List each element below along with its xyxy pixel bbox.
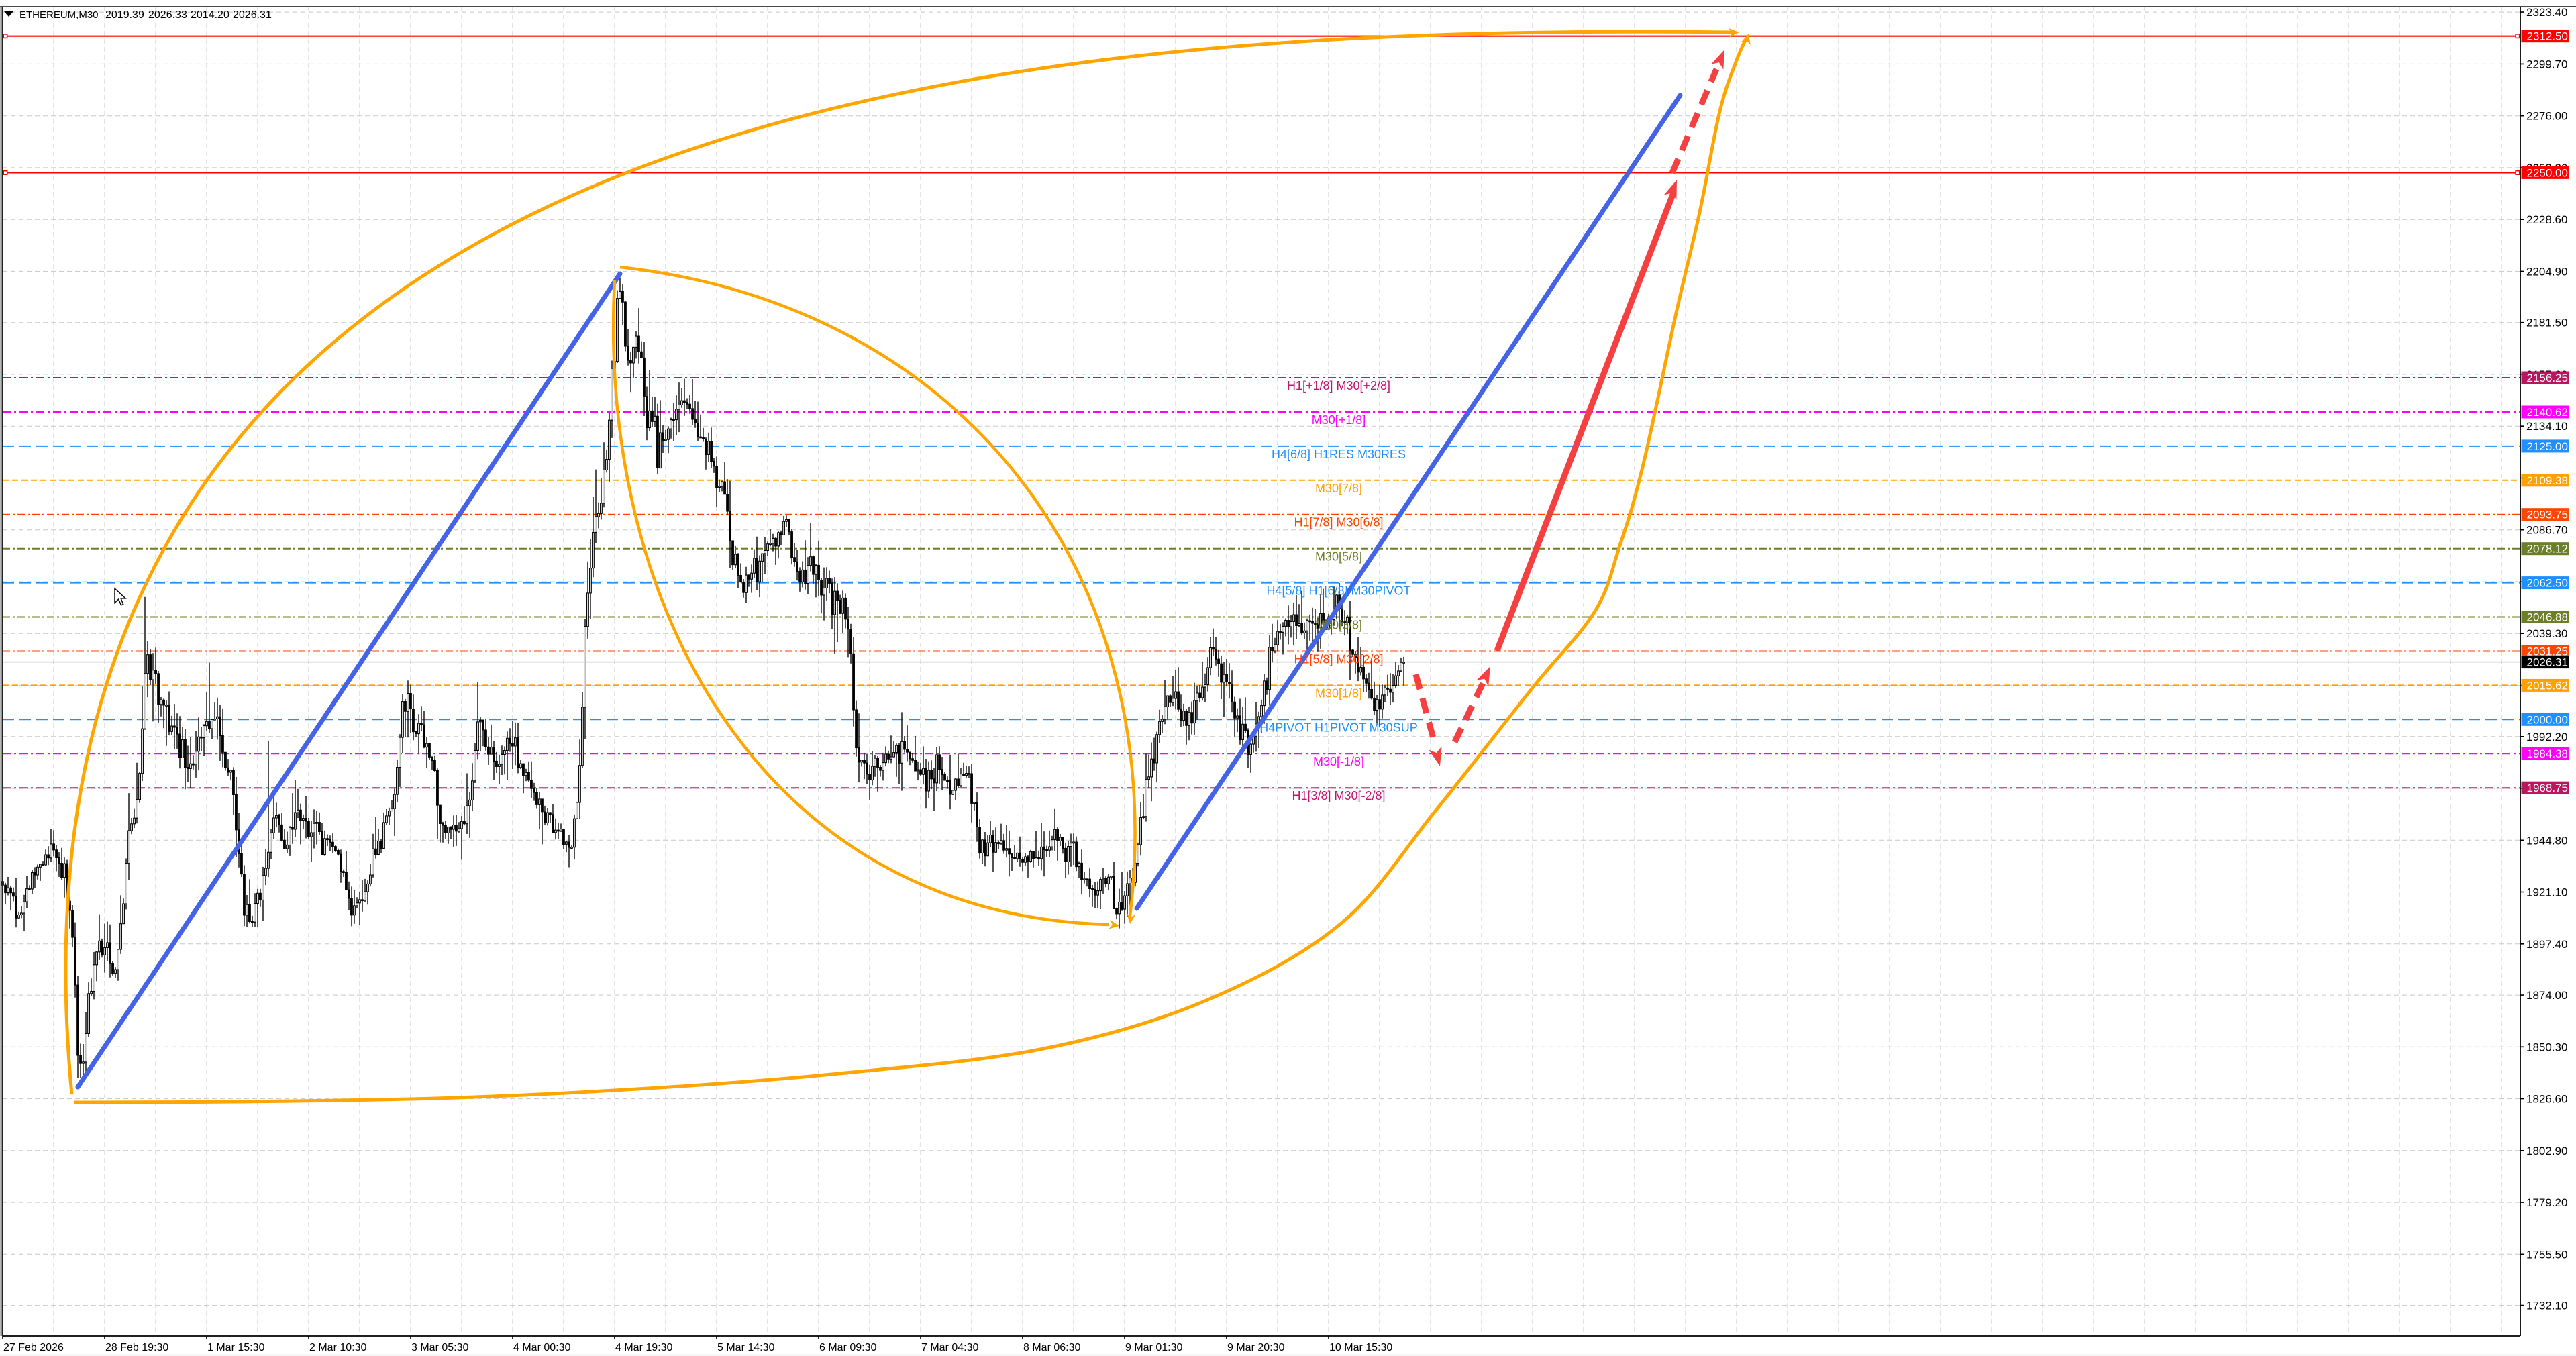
svg-text:1802.90: 1802.90 (2526, 1145, 2567, 1157)
svg-text:2134.10: 2134.10 (2526, 420, 2567, 433)
svg-text:1755.50: 1755.50 (2526, 1248, 2567, 1261)
svg-text:1921.10: 1921.10 (2526, 886, 2567, 899)
svg-text:7 Mar 04:30: 7 Mar 04:30 (921, 1342, 978, 1353)
svg-text:9 Mar 01:30: 9 Mar 01:30 (1125, 1342, 1182, 1353)
svg-text:2046.88: 2046.88 (2527, 611, 2568, 624)
svg-text:2312.50: 2312.50 (2527, 30, 2568, 43)
svg-text:2250.00: 2250.00 (2527, 166, 2568, 179)
svg-text:2031.25: 2031.25 (2527, 645, 2568, 658)
svg-text:2015.62: 2015.62 (2527, 679, 2568, 692)
svg-text:1968.75: 1968.75 (2527, 782, 2568, 794)
svg-text:2078.12: 2078.12 (2527, 543, 2568, 556)
svg-text:5 Mar 14:30: 5 Mar 14:30 (717, 1342, 774, 1353)
svg-text:M30[-1/8]: M30[-1/8] (1313, 755, 1364, 768)
svg-text:27 Feb 2026: 27 Feb 2026 (3, 1342, 64, 1353)
svg-text:6 Mar 09:30: 6 Mar 09:30 (819, 1342, 876, 1353)
svg-text:H1[7/8] M30[6/8]: H1[7/8] M30[6/8] (1294, 516, 1383, 529)
svg-text:4 Mar 00:30: 4 Mar 00:30 (513, 1342, 570, 1353)
svg-text:2140.62: 2140.62 (2527, 406, 2568, 419)
svg-text:28 Feb 19:30: 28 Feb 19:30 (105, 1342, 168, 1353)
svg-text:ETHEREUM,M30: ETHEREUM,M30 (19, 9, 99, 21)
svg-text:2026.31: 2026.31 (2527, 656, 2568, 669)
svg-text:1984.38: 1984.38 (2527, 747, 2568, 760)
svg-text:1992.20: 1992.20 (2526, 731, 2567, 743)
svg-text:2093.75: 2093.75 (2527, 509, 2568, 521)
svg-text:H1[+1/8] M30[+2/8]: H1[+1/8] M30[+2/8] (1287, 379, 1390, 393)
svg-text:2 Mar 10:30: 2 Mar 10:30 (309, 1342, 366, 1353)
svg-text:2000.00: 2000.00 (2527, 713, 2568, 726)
svg-text:M30[5/8]: M30[5/8] (1315, 550, 1362, 564)
svg-text:M30[3/8]: M30[3/8] (1315, 619, 1362, 632)
svg-text:2323.40: 2323.40 (2526, 6, 2567, 19)
svg-text:9 Mar 20:30: 9 Mar 20:30 (1227, 1342, 1284, 1353)
svg-text:H1[3/8] M30[-2/8]: H1[3/8] M30[-2/8] (1292, 789, 1385, 802)
svg-text:2204.90: 2204.90 (2526, 265, 2567, 278)
svg-text:2156.25: 2156.25 (2527, 372, 2568, 384)
svg-text:M30[7/8]: M30[7/8] (1315, 482, 1362, 495)
svg-text:2062.50: 2062.50 (2527, 577, 2568, 590)
svg-text:8 Mar 06:30: 8 Mar 06:30 (1023, 1342, 1080, 1353)
svg-text:1826.60: 1826.60 (2526, 1093, 2567, 1106)
svg-text:M30[1/8]: M30[1/8] (1315, 686, 1362, 700)
svg-text:1779.20: 1779.20 (2526, 1196, 2567, 1209)
svg-text:1874.00: 1874.00 (2526, 989, 2567, 1002)
svg-text:M30[+1/8]: M30[+1/8] (1312, 413, 1366, 427)
svg-text:H4[5/8] H1[6/8] M30PIVOT: H4[5/8] H1[6/8] M30PIVOT (1266, 584, 1410, 598)
svg-text:2039.30: 2039.30 (2526, 627, 2567, 640)
svg-text:H1[5/8] M30[2/8]: H1[5/8] M30[2/8] (1294, 653, 1383, 666)
svg-text:2086.70: 2086.70 (2526, 524, 2567, 537)
svg-text:4 Mar 19:30: 4 Mar 19:30 (615, 1342, 672, 1353)
svg-text:3 Mar 05:30: 3 Mar 05:30 (411, 1342, 468, 1353)
svg-text:2026.33: 2026.33 (148, 9, 187, 21)
svg-text:H4PIVOT H1PIVOT M30SUP: H4PIVOT H1PIVOT M30SUP (1259, 721, 1417, 734)
svg-text:2019.39: 2019.39 (105, 9, 144, 21)
svg-text:2026.31: 2026.31 (233, 9, 272, 21)
svg-text:2014.20: 2014.20 (191, 9, 229, 21)
svg-text:2109.38: 2109.38 (2527, 474, 2568, 487)
svg-text:1850.30: 1850.30 (2526, 1041, 2567, 1053)
svg-text:2125.00: 2125.00 (2527, 440, 2568, 453)
svg-text:2228.60: 2228.60 (2526, 213, 2567, 226)
svg-text:10 Mar 15:30: 10 Mar 15:30 (1329, 1342, 1392, 1353)
svg-text:2276.00: 2276.00 (2526, 110, 2567, 123)
svg-text:1944.80: 1944.80 (2526, 834, 2567, 847)
svg-text:2181.50: 2181.50 (2526, 317, 2567, 329)
svg-text:H4[6/8] H1RES M30RES: H4[6/8] H1RES M30RES (1272, 448, 1406, 461)
svg-text:2299.70: 2299.70 (2526, 58, 2567, 70)
svg-text:1897.40: 1897.40 (2526, 938, 2567, 951)
svg-text:1 Mar 15:30: 1 Mar 15:30 (207, 1342, 264, 1353)
svg-text:1732.10: 1732.10 (2526, 1300, 2567, 1312)
